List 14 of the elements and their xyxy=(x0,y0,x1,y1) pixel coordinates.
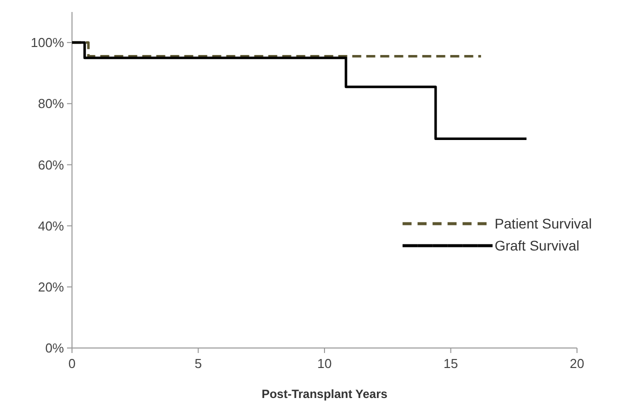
y-tick-label: 0% xyxy=(45,340,64,356)
x-tick-label: 15 xyxy=(444,356,458,371)
y-tick-label: 40% xyxy=(38,218,64,234)
legend-label: Graft Survival xyxy=(494,238,580,254)
y-tick-label: 20% xyxy=(38,279,64,294)
x-tick-label: 20 xyxy=(570,356,584,371)
x-axis-title: Post-Transplant Years xyxy=(262,387,388,401)
y-tick-label: 60% xyxy=(38,157,64,172)
x-tick-label: 5 xyxy=(194,356,202,371)
y-tick-label: 80% xyxy=(38,96,64,112)
y-tick-label: 100% xyxy=(30,35,64,50)
x-tick-label: 0 xyxy=(68,356,76,371)
x-tick-label: 10 xyxy=(317,356,332,371)
legend-label: Patient Survival xyxy=(494,216,592,232)
